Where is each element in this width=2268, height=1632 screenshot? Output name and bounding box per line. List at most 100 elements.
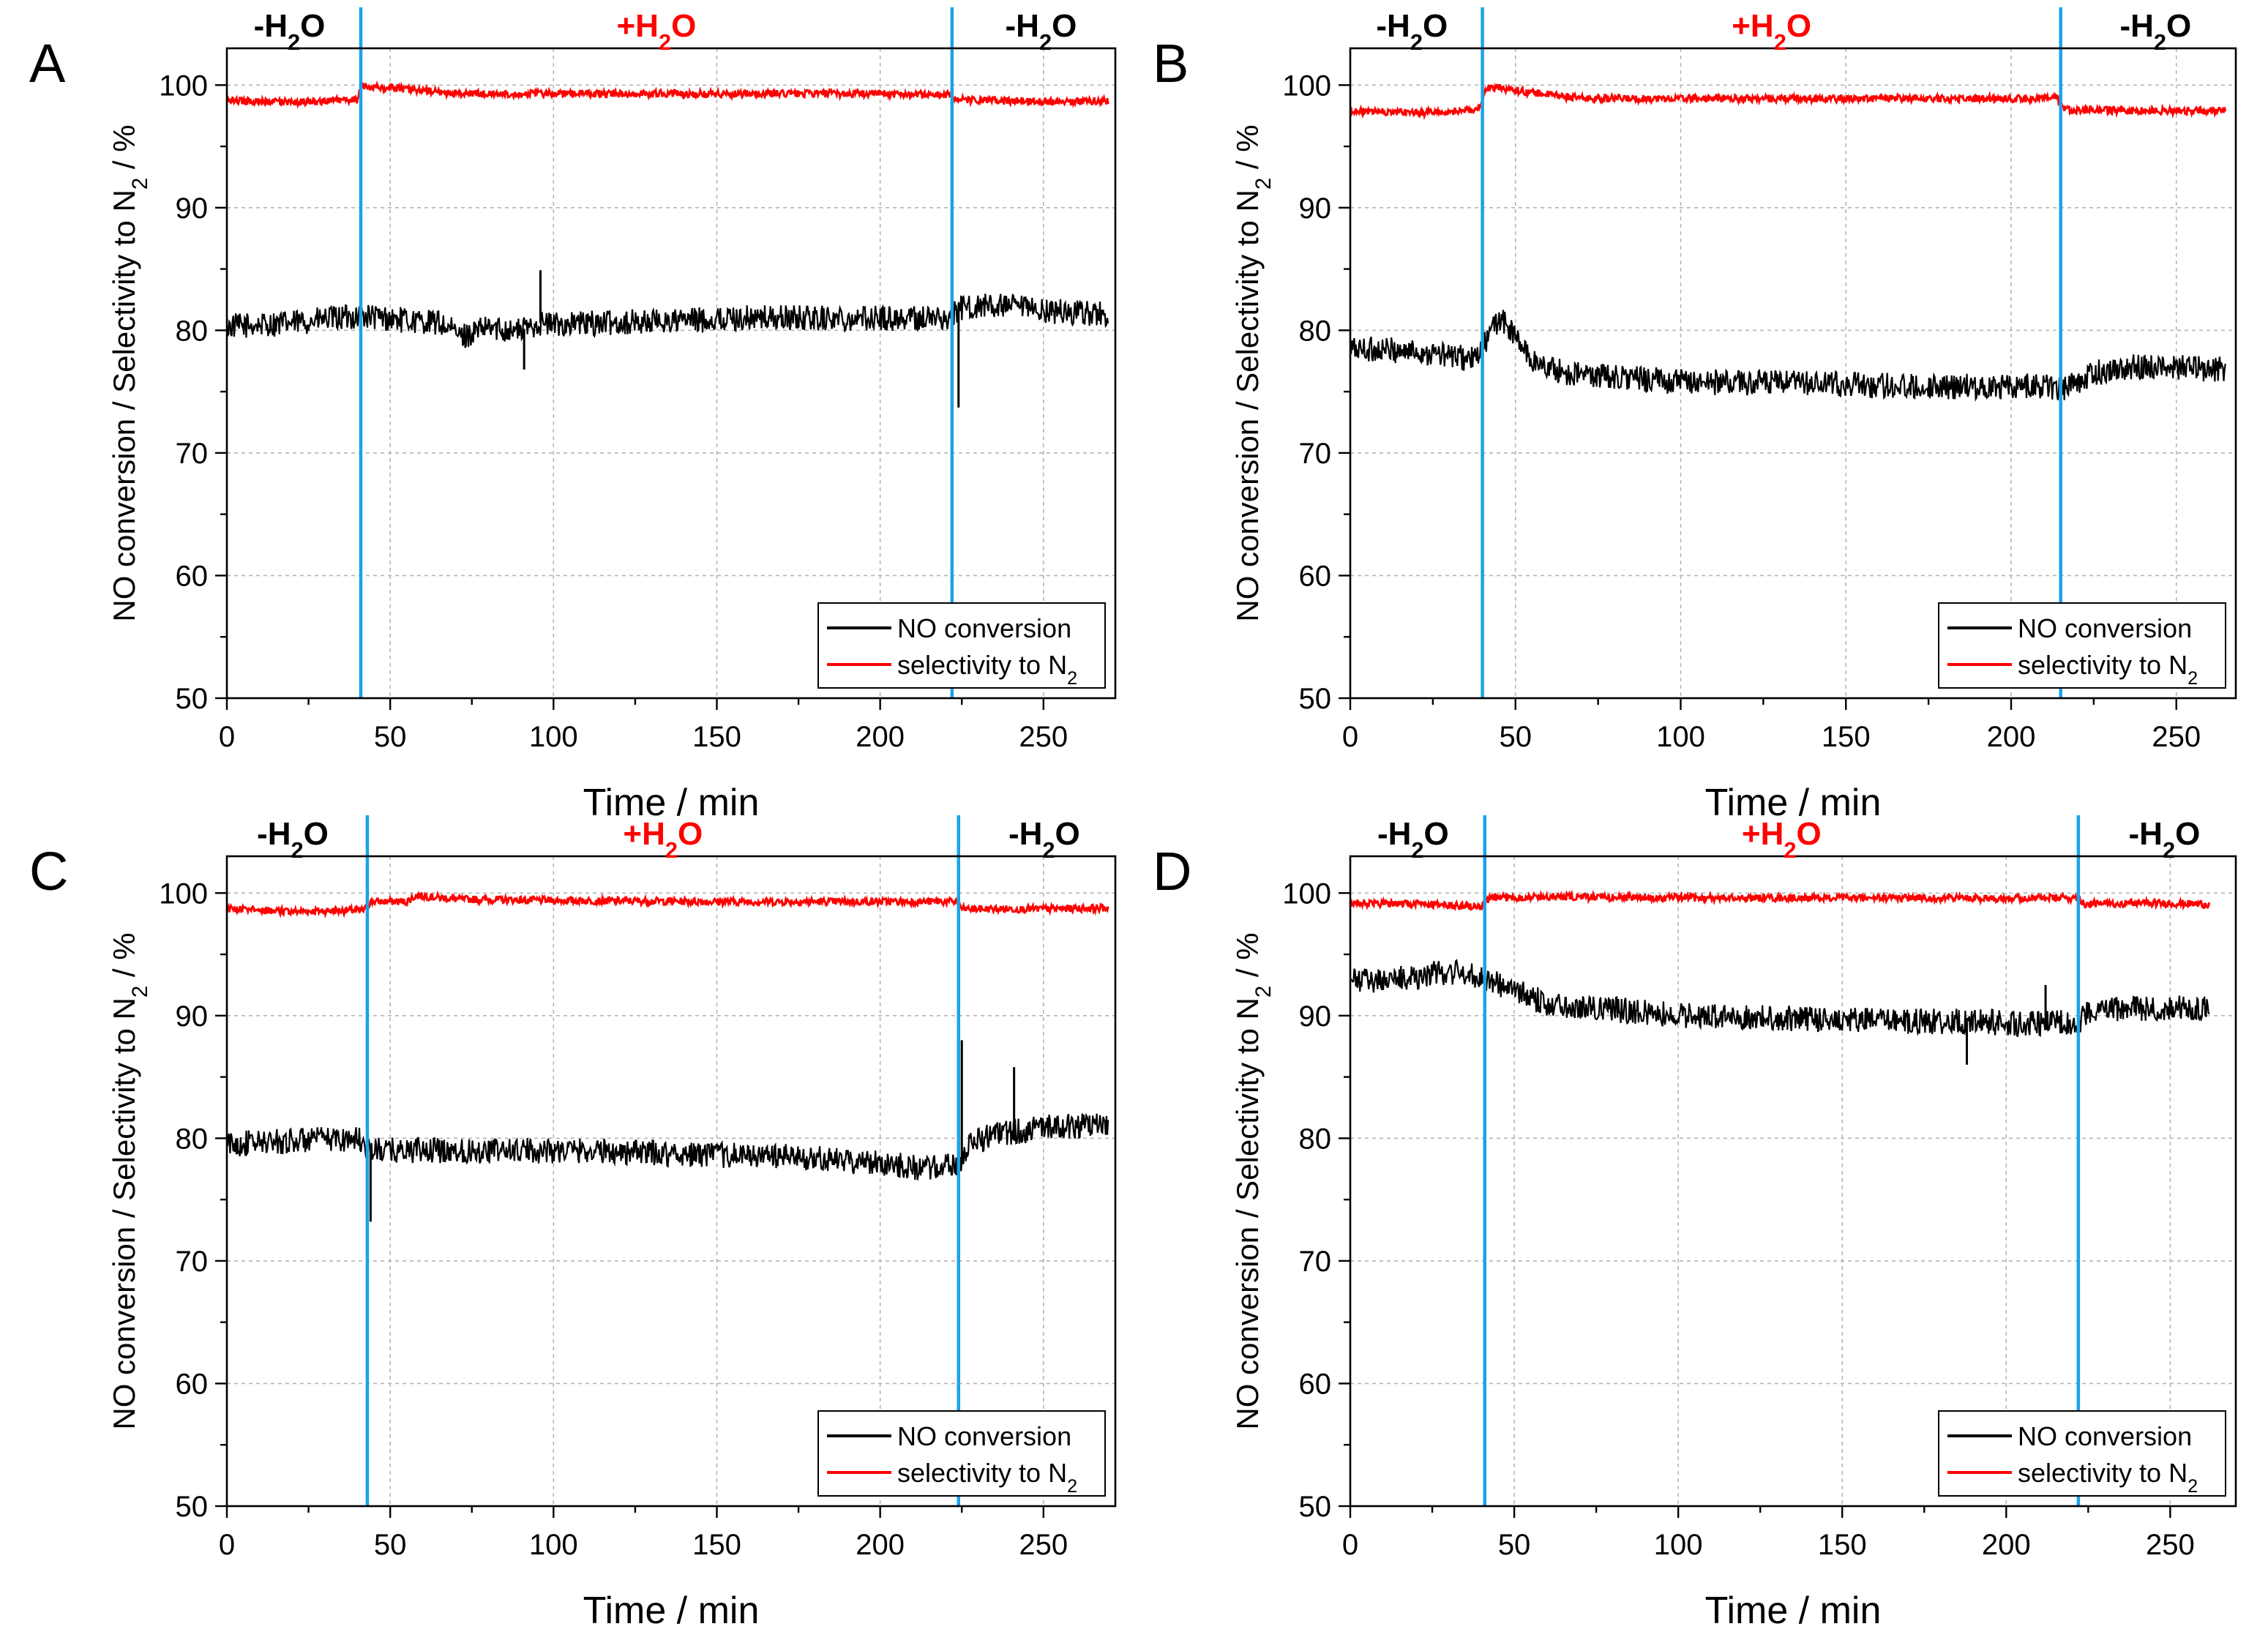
y-tick-label: 100 xyxy=(159,70,208,102)
legend-entry: selectivity to N2 xyxy=(2018,650,2198,689)
no-conversion-line xyxy=(225,1112,1109,1180)
x-tick-label: 50 xyxy=(1498,1529,1531,1561)
x-tick-label: 250 xyxy=(1019,721,1068,753)
plot-frame xyxy=(1349,855,2237,1508)
y-tick-label: 50 xyxy=(176,1491,209,1523)
phase-label: -H2O xyxy=(1006,8,1077,55)
legend-entry: NO conversion xyxy=(897,613,1071,643)
x-tick-label: 200 xyxy=(1987,721,2036,753)
x-tick-label: 50 xyxy=(1499,721,1532,753)
selectivity-line xyxy=(225,80,1109,109)
selectivity-line xyxy=(1349,889,2211,912)
y-tick-label: 90 xyxy=(176,1000,209,1033)
x-tick-label: 250 xyxy=(2152,721,2201,753)
phase-label: -H2O xyxy=(1377,816,1449,863)
y-tick-label: 60 xyxy=(176,1368,209,1400)
x-tick-label: 150 xyxy=(1818,1529,1867,1561)
phase-label: -H2O xyxy=(2129,816,2201,863)
legend: NO conversion selectivity to N2 xyxy=(817,602,1106,689)
y-tick-label: 90 xyxy=(1299,1000,1332,1033)
y-tick-label: 60 xyxy=(176,560,209,592)
phase-label: -H2O xyxy=(254,8,326,55)
x-tick-label: 250 xyxy=(1019,1529,1068,1561)
x-tick-label: 0 xyxy=(1342,721,1358,753)
legend-box xyxy=(817,1410,1106,1497)
y-tick-label: 60 xyxy=(1299,560,1332,592)
x-tick-label: 50 xyxy=(374,1529,407,1561)
x-tick-label: 250 xyxy=(2146,1529,2195,1561)
panel-label: B xyxy=(1153,33,1189,94)
no-conversion-line xyxy=(1349,310,2226,403)
no-conversion-line xyxy=(225,293,1109,348)
y-tick-label: 70 xyxy=(1299,1246,1332,1278)
x-tick-label: 100 xyxy=(1656,721,1705,753)
y-tick-label: 60 xyxy=(1299,1368,1332,1400)
y-tick-label: 70 xyxy=(176,1246,209,1278)
x-tick-label: 200 xyxy=(1982,1529,2031,1561)
panel-label: C xyxy=(29,841,68,902)
y-tick-label: 50 xyxy=(1299,1491,1332,1523)
y-tick-label: 100 xyxy=(159,877,208,910)
y-tick-label: 70 xyxy=(176,438,209,470)
legend: NO conversion selectivity to N2 xyxy=(1938,1410,2226,1497)
y-tick-label: 80 xyxy=(1299,315,1332,347)
legend: NO conversion selectivity to N2 xyxy=(1938,602,2226,689)
y-tick-label: 100 xyxy=(1282,877,1331,910)
legend-box xyxy=(1938,602,2226,689)
plot-frame xyxy=(225,47,1117,700)
phase-label: -H2O xyxy=(1376,8,1448,55)
x-tick-label: 100 xyxy=(529,1529,578,1561)
x-tick-label: 0 xyxy=(219,1529,235,1561)
x-axis-title: Time / min xyxy=(583,1590,760,1632)
x-tick-label: 150 xyxy=(1822,721,1871,753)
phase-label: +H2O xyxy=(616,8,696,55)
legend-entry: selectivity to N2 xyxy=(897,650,1077,689)
y-axis-title: NO conversion / Selectivity to N2 / % xyxy=(107,124,152,621)
x-tick-label: 200 xyxy=(856,1529,905,1561)
phase-label: -H2O xyxy=(257,816,329,863)
x-tick-label: 0 xyxy=(1342,1529,1358,1561)
x-tick-label: 100 xyxy=(1654,1529,1703,1561)
y-tick-label: 80 xyxy=(1299,1123,1332,1155)
legend-entry: selectivity to N2 xyxy=(897,1458,1077,1497)
y-tick-label: 80 xyxy=(176,1123,209,1155)
y-tick-label: 50 xyxy=(1299,683,1332,715)
phase-label: -H2O xyxy=(1008,816,1080,863)
y-axis-title: NO conversion / Selectivity to N2 / % xyxy=(107,932,152,1429)
legend-box xyxy=(1938,1410,2226,1497)
y-axis-title: NO conversion / Selectivity to N2 / % xyxy=(1230,932,1276,1429)
no-conversion-line xyxy=(1350,959,2210,1038)
legend-box xyxy=(817,602,1106,689)
y-tick-label: 90 xyxy=(176,192,209,225)
legend-entry: selectivity to N2 xyxy=(2018,1458,2198,1497)
phase-label: +H2O xyxy=(1742,816,1822,863)
y-tick-label: 50 xyxy=(176,683,209,715)
legend-entry: NO conversion xyxy=(2018,1421,2192,1451)
panel-label: A xyxy=(29,33,66,94)
y-tick-label: 90 xyxy=(1299,192,1332,225)
y-tick-label: 70 xyxy=(1299,438,1332,470)
phase-label: -H2O xyxy=(2119,8,2191,55)
y-tick-label: 100 xyxy=(1282,70,1331,102)
legend-entry: NO conversion xyxy=(897,1421,1071,1451)
y-tick-label: 80 xyxy=(176,315,209,347)
legend-entry: NO conversion xyxy=(2018,613,2192,643)
plot-frame xyxy=(225,855,1117,1508)
panel-label: D xyxy=(1153,841,1191,902)
x-tick-label: 150 xyxy=(692,1529,741,1561)
phase-label: +H2O xyxy=(623,816,703,863)
x-tick-label: 150 xyxy=(692,721,741,753)
x-tick-label: 50 xyxy=(374,721,407,753)
plot-frame xyxy=(1349,47,2237,700)
y-axis-title: NO conversion / Selectivity to N2 / % xyxy=(1230,124,1276,621)
x-axis-title: Time / min xyxy=(1705,782,1882,824)
x-axis-title: Time / min xyxy=(583,782,760,824)
phase-label: +H2O xyxy=(1732,8,1811,55)
x-tick-label: 200 xyxy=(856,721,905,753)
